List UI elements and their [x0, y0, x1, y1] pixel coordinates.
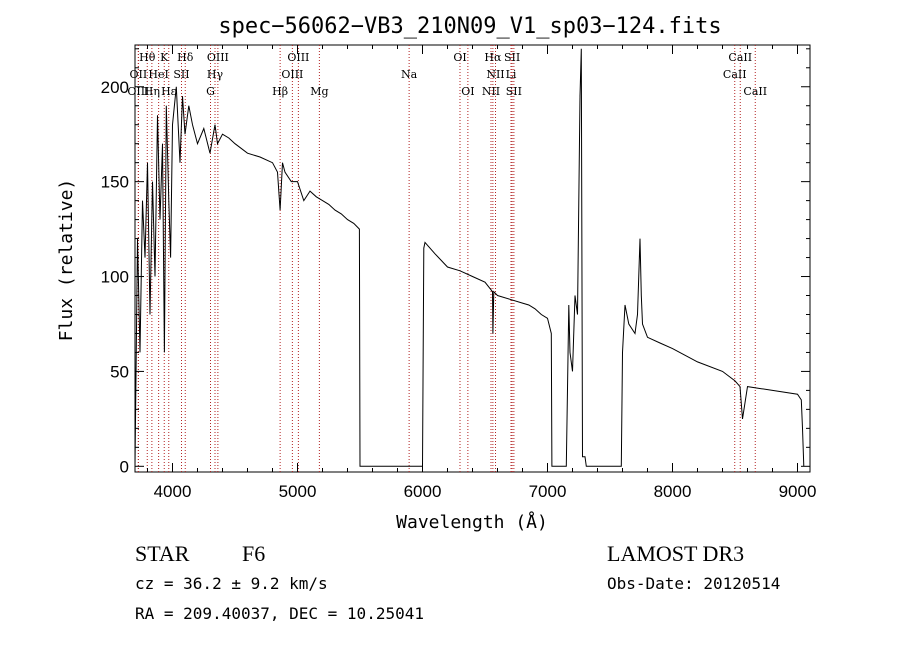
y-tick-label: 50 — [110, 362, 129, 381]
y-tick-label: 0 — [120, 457, 129, 476]
x-tick-label: 5000 — [279, 482, 317, 501]
x-tick-label: 9000 — [779, 482, 817, 501]
line-id-label: Li — [506, 68, 517, 81]
line-id-label: OIII — [207, 51, 229, 64]
spectral-line-markers — [137, 45, 756, 472]
x-tick-label: 8000 — [654, 482, 692, 501]
line-id-label: OI — [453, 51, 466, 64]
line-id-label: Hδ — [177, 51, 194, 64]
line-id-label: Mg — [310, 85, 328, 98]
line-id-label: CaII — [728, 51, 752, 64]
x-tick-label: 4000 — [154, 482, 192, 501]
line-id-label: CaII — [743, 85, 767, 98]
line-id-label: OIII — [127, 85, 149, 98]
line-id-label: OI — [461, 85, 474, 98]
line-id-label: HeI — [148, 68, 168, 81]
spectrum-series-line — [134, 48, 805, 467]
line-id-label: Na — [401, 68, 418, 81]
line-id-label: Hε — [161, 85, 177, 98]
line-id-label: SII — [506, 85, 522, 98]
line-id-label: G — [206, 85, 215, 98]
line-id-label: NII — [482, 85, 500, 98]
line-id-label: OIII — [287, 51, 309, 64]
line-id-label: SII — [504, 51, 520, 64]
y-axis-ticks: 0 50 100 150 200 — [101, 48, 810, 476]
y-tick-label: 200 — [101, 78, 129, 97]
line-id-label: Hη — [144, 85, 160, 98]
line-id-label: NII — [486, 68, 504, 81]
line-id-label: OII — [130, 68, 148, 81]
y-tick-label: 150 — [101, 173, 129, 192]
coordinates-text: RA = 209.40037, DEC = 10.25041 — [135, 604, 424, 623]
x-tick-label: 7000 — [529, 482, 567, 501]
line-id-label: CaII — [723, 68, 747, 81]
y-axis-label: Flux (relative) — [56, 179, 77, 342]
survey-name: LAMOST DR3 — [607, 541, 744, 566]
x-axis-label: Wavelength (Å) — [396, 511, 548, 533]
line-id-label: Hθ — [139, 51, 156, 64]
plot-frame — [134, 44, 811, 473]
line-id-label: OIII — [281, 68, 303, 81]
y-tick-label: 100 — [101, 268, 129, 287]
line-id-label: Hβ — [272, 85, 288, 98]
obs-date-text: Obs-Date: 20120514 — [607, 574, 780, 593]
line-id-label: Hγ — [207, 68, 224, 81]
x-tick-label: 6000 — [404, 482, 442, 501]
redshift-text: cz = 36.2 ± 9.2 km/s — [135, 574, 328, 593]
line-id-label: SII — [173, 68, 189, 81]
line-id-label: Hα — [484, 51, 502, 64]
x-axis-ticks: 4000 5000 6000 7000 8000 9000 — [147, 45, 817, 501]
object-subclass: F6 — [242, 541, 265, 566]
chart-title: spec−56062−VB3_210N09_V1_sp03−124.fits — [218, 14, 721, 39]
object-class: STAR — [135, 541, 190, 566]
line-id-label: K — [160, 51, 169, 64]
